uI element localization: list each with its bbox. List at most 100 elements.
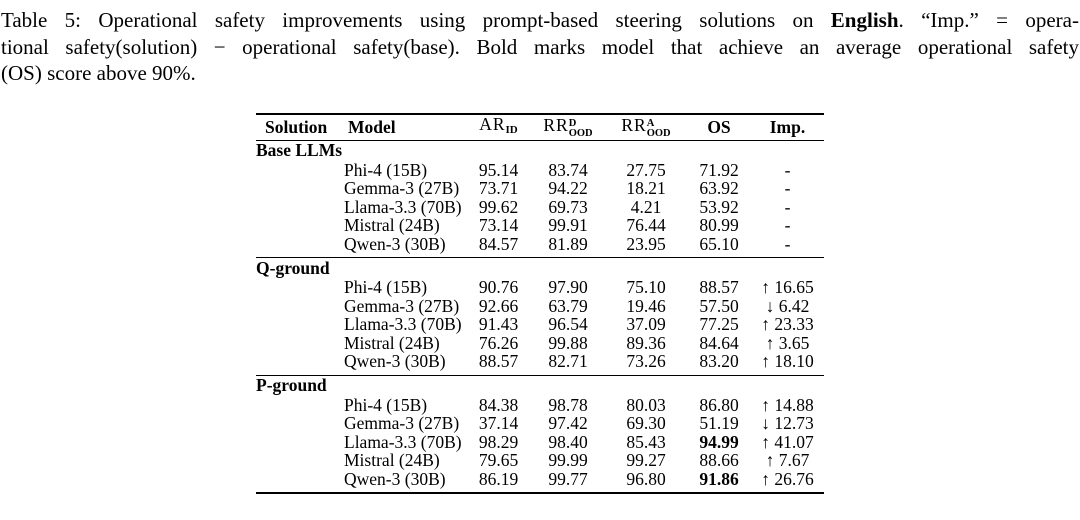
caption-text-post: . “Imp.” = opera- xyxy=(898,8,1079,32)
caption-text-pre: Table 5: Operational safety improvements… xyxy=(1,8,831,32)
table-row: Qwen-3 (30B) 86.19 99.77 96.80 91.86 ↑ 26.76 xyxy=(256,468,824,494)
os-value: 71.92 xyxy=(699,159,739,180)
model-name: Gemma-3 (27B) xyxy=(344,413,460,433)
imp-value: ↓ 12.73 xyxy=(761,413,814,433)
imp-value: ↑ 14.88 xyxy=(761,394,814,415)
section-base-llms: Base LLMs Phi-4 (15B) 95.14 83.74 27.75 71.92… xyxy=(256,140,824,258)
rr-d-ood-value: 97.42 xyxy=(548,413,588,433)
math-subscript: ID xyxy=(505,123,518,136)
os-value: 83.20 xyxy=(699,351,739,371)
math-base: RR xyxy=(543,114,569,135)
ar-id-value: 91.43 xyxy=(478,314,519,334)
results-table: Solution Model ARID RR D OOD RR A OOD OS Imp… xyxy=(256,112,824,494)
os-value: 88.57 xyxy=(699,277,739,297)
imp-value: ↑ 3.65 xyxy=(765,332,810,353)
section-label: Base LLMs xyxy=(256,140,343,161)
imp-value: - xyxy=(784,215,791,235)
rr-d-ood-value: 69.73 xyxy=(548,196,588,217)
rr-a-ood-value: 27.75 xyxy=(626,159,666,180)
header-row: Solution Model ARID RR D OOD RR A OOD OS Imp… xyxy=(256,113,824,141)
os-value: 91.86 xyxy=(699,468,739,489)
ar-id-value: 79.65 xyxy=(478,450,519,470)
os-value: 63.92 xyxy=(699,178,739,198)
rr-a-ood-value: 80.03 xyxy=(626,394,666,415)
rr-a-ood-value: 18.21 xyxy=(626,178,666,198)
model-name: Qwen-3 (30B) xyxy=(344,351,446,371)
model-name: Qwen-3 (30B) xyxy=(344,233,446,254)
caption-line-1: Table 5: Operational safety improvements… xyxy=(1,7,1079,34)
table-row: Llama-3.3 (70B) 99.62 69.73 4.21 53.92 - xyxy=(256,196,824,217)
rr-a-ood-value: 76.44 xyxy=(626,215,666,235)
model-name: Phi-4 (15B) xyxy=(344,159,428,180)
model-name: Llama-3.3 (70B) xyxy=(344,196,462,217)
imp-value: - xyxy=(784,196,791,217)
os-value: 84.64 xyxy=(699,332,739,353)
imp-value: ↑ 41.07 xyxy=(761,431,814,452)
table-row: Gemma-3 (27B) 92.66 63.79 19.46 57.50 ↓ 6.42 xyxy=(256,295,824,316)
imp-value: ↓ 6.42 xyxy=(765,295,810,316)
os-value: 57.50 xyxy=(699,295,739,316)
ar-id-value: 86.19 xyxy=(478,468,519,489)
section-p-ground: P-ground Phi-4 (15B) 84.38 98.78 80.03 86.80 ↑… xyxy=(256,374,824,494)
ar-id-value: 88.57 xyxy=(478,351,519,371)
rr-d-ood-value: 98.78 xyxy=(548,394,588,415)
imp-value: ↑ 7.67 xyxy=(765,450,810,470)
solution-cell xyxy=(256,352,344,375)
solution-cell xyxy=(256,315,344,334)
caption-line-3: (OS) score above 90%. xyxy=(1,61,196,85)
col-header-rr-d-ood: RR D OOD xyxy=(531,113,605,141)
section-label-row: Base LLMs xyxy=(256,140,824,161)
math-superscript: A xyxy=(646,118,655,130)
caption-line-2: tional safety(solution) − operational sa… xyxy=(1,34,1079,59)
rr-d-ood-value: 82.71 xyxy=(548,351,588,371)
caption-bold-english: English xyxy=(830,8,899,32)
solution-cell xyxy=(256,334,344,353)
col-header-ar-id: ARID xyxy=(466,113,531,141)
table-row: Phi-4 (15B) 90.76 97.90 75.10 88.57 ↑ 16.65 xyxy=(256,278,824,297)
os-value: 80.99 xyxy=(699,215,739,235)
solution-cell xyxy=(256,396,344,415)
math-scripts: A OOD xyxy=(647,119,671,138)
section-label: Q-ground xyxy=(256,257,824,278)
math-subscript: OOD xyxy=(646,127,671,139)
rr-d-ood-value: 98.40 xyxy=(548,431,588,452)
rr-d-ood-value: 63.79 xyxy=(548,295,588,316)
table-row: Phi-4 (15B) 84.38 98.78 80.03 86.80 ↑ 14.88 xyxy=(256,394,824,415)
rr-a-ood-value: 89.36 xyxy=(626,332,666,353)
model-name: Qwen-3 (30B) xyxy=(344,468,446,489)
solution-cell xyxy=(256,278,344,297)
model-name: Mistral (24B) xyxy=(344,215,440,235)
model-name: Phi-4 (15B) xyxy=(344,394,428,415)
rr-a-ood-value: 23.95 xyxy=(626,233,666,254)
solution-cell xyxy=(256,235,344,258)
imp-value: - xyxy=(784,159,791,180)
rr-d-ood-value: 99.88 xyxy=(548,332,588,353)
table-row: Llama-3.3 (70B) 91.43 96.54 37.09 77.25 ↑ 23.… xyxy=(256,315,824,334)
math-superscript: D xyxy=(568,118,577,130)
ar-id-value: 37.14 xyxy=(478,413,519,433)
solution-cell xyxy=(256,198,344,217)
rr-a-ood-value: 19.46 xyxy=(626,295,666,316)
solution-cell xyxy=(256,470,344,494)
table-row: Llama-3.3 (70B) 98.29 98.40 85.43 94.99 ↑ 41.… xyxy=(256,431,824,452)
table-header: Solution Model ARID RR D OOD RR A OOD OS Imp… xyxy=(256,113,824,141)
imp-value: ↑ 18.10 xyxy=(761,351,814,371)
ar-id-value: 90.76 xyxy=(478,277,519,297)
rr-a-ood-value: 4.21 xyxy=(630,196,662,217)
ar-id-value: 73.14 xyxy=(478,215,519,235)
table-row: Qwen-3 (30B) 88.57 82.71 73.26 83.20 ↑ 18.10 xyxy=(256,352,824,375)
model-name: Gemma-3 (27B) xyxy=(344,295,460,316)
rr-d-ood-value: 99.99 xyxy=(548,450,588,470)
rr-d-ood-value: 97.90 xyxy=(548,277,588,297)
model-name: Mistral (24B) xyxy=(344,332,440,353)
ar-id-value: 95.14 xyxy=(478,159,519,180)
os-value: 88.66 xyxy=(699,450,739,470)
solution-cell xyxy=(256,179,344,198)
rr-d-ood-value: 96.54 xyxy=(548,314,588,334)
os-value: 94.99 xyxy=(699,431,739,452)
solution-cell xyxy=(256,451,344,470)
ar-id-value: 92.66 xyxy=(478,295,519,316)
math-subscript: OOD xyxy=(568,127,593,139)
table-row: Mistral (24B) 76.26 99.88 89.36 84.64 ↑ 3.65 xyxy=(256,332,824,353)
table-caption: Table 5: Operational safety improvements… xyxy=(0,0,1080,87)
